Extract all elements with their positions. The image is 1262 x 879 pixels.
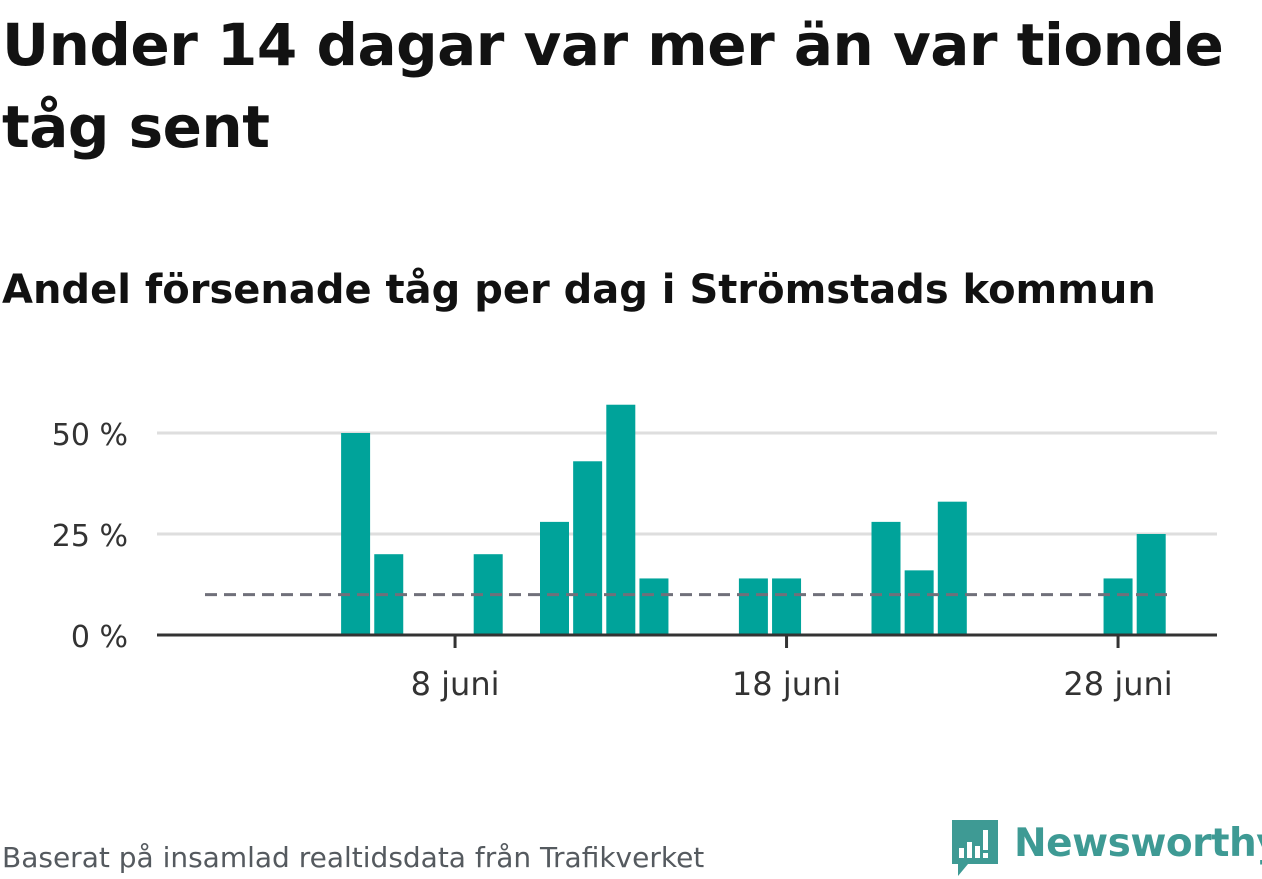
- bar-day-29: [1136, 534, 1166, 635]
- bar-chart: 0 % 25 % 50 % 8 juni 18 juni 28 juni: [52, 404, 1217, 703]
- brand-name: Newsworthy: [1014, 821, 1262, 866]
- x-tick-label: 8 juni: [411, 665, 500, 703]
- bar-day-18: [772, 578, 802, 635]
- chart-subtitle: Andel försenade tåg per dag i Strömstads…: [2, 267, 1156, 313]
- x-tick-label: 28 juni: [1063, 665, 1172, 703]
- y-tick-label: 0 %: [71, 620, 128, 655]
- y-tick-label: 50 %: [52, 418, 128, 453]
- bar-day-21: [871, 521, 901, 635]
- bar-day-23: [937, 501, 967, 635]
- gridlines: [157, 431, 1217, 536]
- y-tick-label: 25 %: [52, 519, 128, 554]
- tick-labels: 0 % 25 % 50 % 8 juni 18 juni 28 juni: [52, 418, 1173, 703]
- source-note: Baserat på insamlad realtidsdata från Tr…: [2, 841, 705, 874]
- axes: [157, 633, 1217, 648]
- newsworthy-logo-icon: [952, 820, 998, 876]
- x-tick-label: 18 juni: [732, 665, 841, 703]
- newsworthy-brand: Newsworthy: [950, 818, 1262, 878]
- bar-day-13: [606, 404, 636, 635]
- bar-day-17: [738, 578, 768, 635]
- bar-day-5: [341, 433, 371, 635]
- bar-day-22: [904, 570, 934, 635]
- bar-day-12: [573, 461, 603, 635]
- bar-day-14: [639, 578, 669, 635]
- bar-day-28: [1103, 578, 1133, 635]
- bars: [341, 404, 1166, 635]
- chart-title: Under 14 dagar var mer än var tionde tåg…: [2, 11, 1224, 161]
- bar-day-11: [540, 521, 569, 635]
